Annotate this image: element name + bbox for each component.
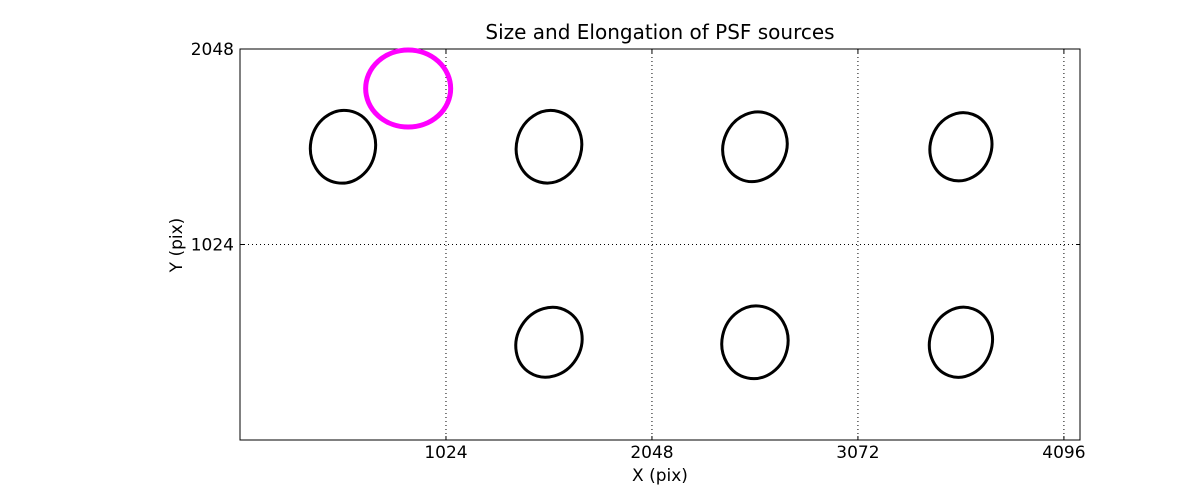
psf-ellipse bbox=[928, 111, 994, 183]
psf-ellipse bbox=[720, 304, 790, 381]
x-axis-label: X (pix) bbox=[632, 466, 688, 486]
x-tick-label-1024: 1024 bbox=[424, 443, 467, 463]
chart-title: Size and Elongation of PSF sources bbox=[485, 20, 835, 44]
psf-ellipse bbox=[514, 109, 584, 185]
y-axis-label: Y (pix) bbox=[167, 217, 187, 273]
psf-ellipse bbox=[514, 305, 584, 379]
highlighted-psf-ellipse bbox=[363, 47, 454, 130]
psf-ellipse bbox=[721, 110, 789, 184]
x-tick-label-2048: 2048 bbox=[630, 443, 673, 463]
x-tick-label-3072: 3072 bbox=[836, 443, 879, 463]
y-tick-label-1024: 1024 bbox=[191, 236, 234, 256]
x-tick-label-4096: 4096 bbox=[1042, 443, 1085, 463]
psf-ellipse bbox=[927, 305, 994, 379]
psf-ellipse bbox=[308, 108, 378, 185]
y-tick-label-2048: 2048 bbox=[191, 40, 234, 60]
